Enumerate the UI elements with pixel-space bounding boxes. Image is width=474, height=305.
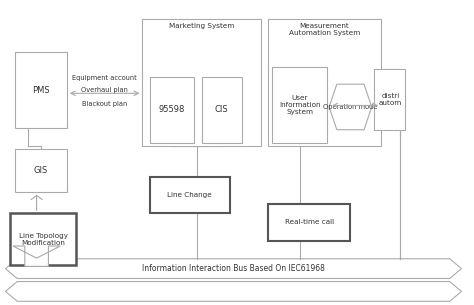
Bar	[268, 19, 381, 146]
Bar	[15, 52, 67, 128]
Text: PMS: PMS	[32, 86, 50, 95]
Bar	[10, 213, 76, 265]
Text: User
Information
System: User Information System	[279, 95, 320, 115]
Polygon shape	[5, 259, 462, 278]
Text: Line Change: Line Change	[167, 192, 212, 198]
Text: Measurement
Automation System: Measurement Automation System	[289, 23, 360, 37]
Text: distri
autom: distri autom	[379, 93, 402, 106]
Bar	[273, 67, 327, 143]
Text: Operation mode: Operation mode	[323, 104, 378, 110]
Text: Equipment account: Equipment account	[73, 75, 137, 81]
Bar	[150, 77, 194, 143]
Text: GIS: GIS	[34, 166, 48, 175]
Text: Information Interaction Bus Based On IEC61968: Information Interaction Bus Based On IEC…	[142, 264, 325, 273]
Text: Real-time call: Real-time call	[284, 219, 334, 225]
Polygon shape	[13, 246, 60, 266]
Bar	[374, 69, 405, 130]
Text: 95598: 95598	[159, 106, 185, 114]
Bar	[201, 77, 242, 143]
Text: Overhaul plan: Overhaul plan	[81, 87, 128, 93]
Bar	[15, 149, 67, 192]
Text: CIS: CIS	[215, 106, 228, 114]
Bar	[143, 19, 261, 146]
Text: Marketing System: Marketing System	[169, 23, 234, 30]
Bar	[150, 177, 230, 213]
Polygon shape	[5, 282, 462, 301]
Text: Blackout plan: Blackout plan	[82, 101, 128, 107]
Text: Line Topology
Modification: Line Topology Modification	[19, 232, 68, 246]
Bar	[268, 204, 350, 241]
Polygon shape	[329, 84, 372, 130]
